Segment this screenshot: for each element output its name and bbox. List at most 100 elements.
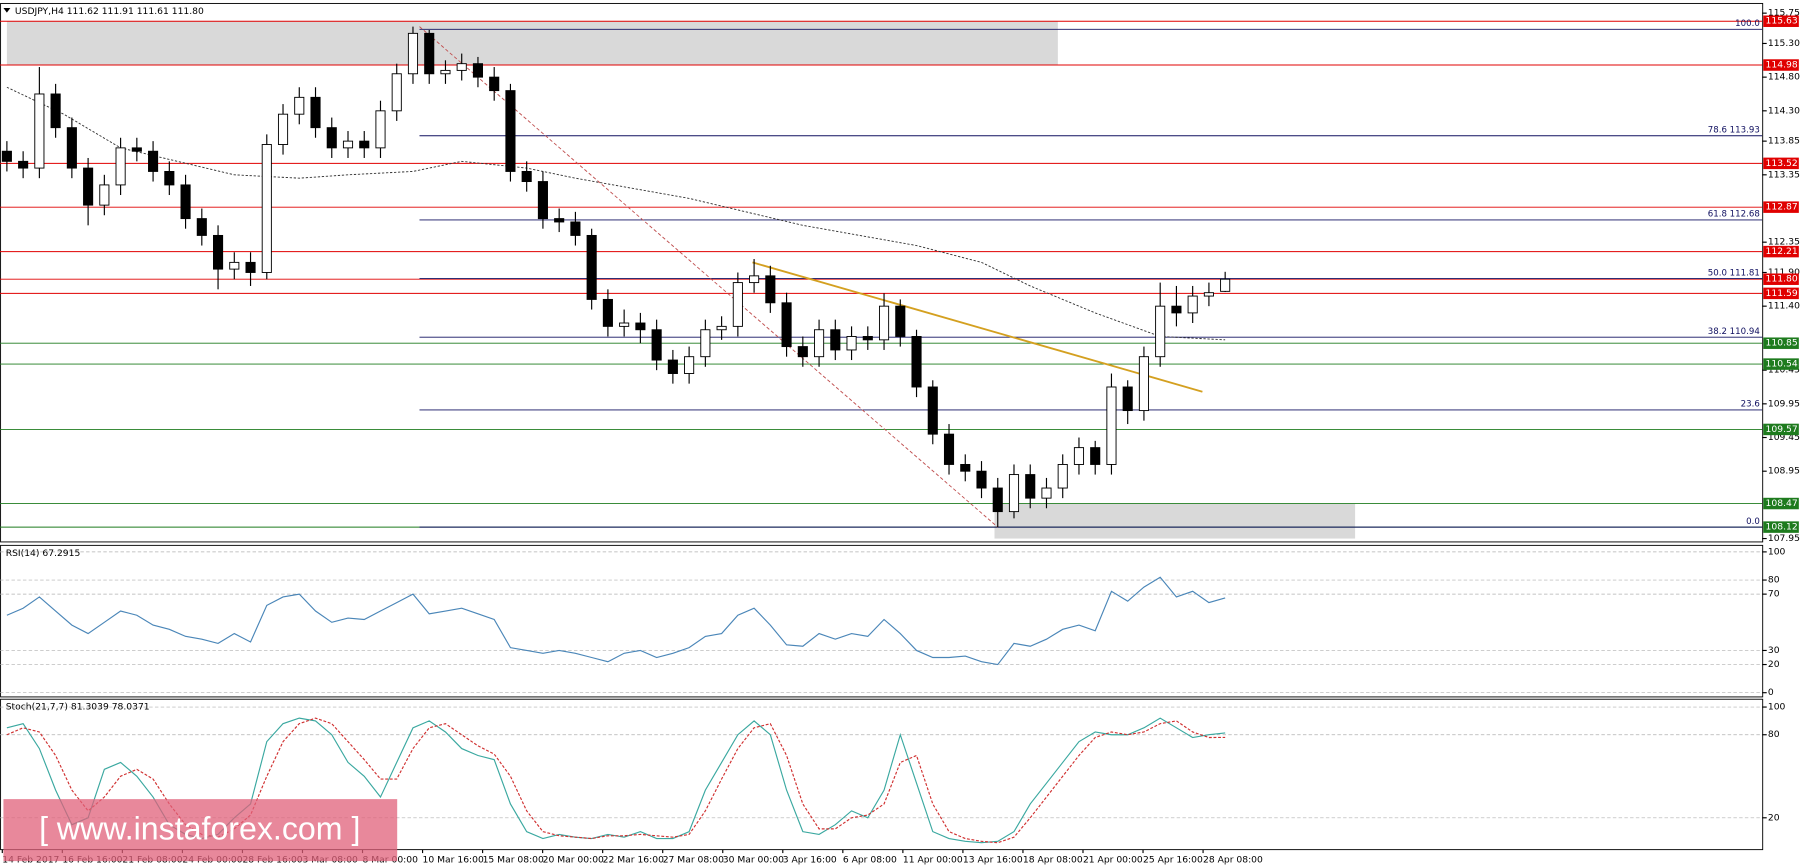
level-box [1763, 423, 1799, 436]
level-label: 111.80 [1766, 274, 1798, 285]
candle-body [407, 32, 419, 75]
candle-body [294, 96, 305, 115]
panel-frame [0, 544, 1764, 698]
fib-label: 100.0 [1735, 19, 1760, 29]
fib-label: 23.6 [1741, 400, 1760, 410]
zone [6, 21, 1058, 66]
candle-body [1, 150, 12, 162]
y-tick-label: 115.75 [1768, 8, 1800, 19]
candle-body [651, 329, 662, 361]
y-tick-label: 109.95 [1768, 398, 1800, 409]
fib-label: 61.8 112.68 [1708, 210, 1760, 220]
fib-label: 0.0 [1746, 517, 1760, 527]
trendline [419, 26, 999, 528]
level-box [1763, 358, 1799, 370]
x-tick-label: 25 Apr 16:00 [1143, 854, 1203, 865]
y-tick-label: 20 [1768, 812, 1780, 823]
candle-body [1106, 386, 1117, 465]
candle-body [781, 302, 792, 348]
level-label: 111.59 [1766, 288, 1798, 299]
y-tick-label: 115.30 [1768, 38, 1800, 49]
candle-body [1155, 305, 1166, 358]
y-tick-label: 30 [1768, 645, 1780, 656]
candle-body [765, 275, 776, 304]
x-tick-label: 11 Apr 00:00 [903, 854, 963, 865]
candle-body [456, 63, 467, 71]
watermark-box [3, 799, 398, 862]
x-tick-label: 22 Mar 16:00 [603, 854, 664, 865]
level-box [1763, 287, 1799, 300]
level-label: 112.87 [1766, 202, 1798, 213]
y-tick-label: 112.35 [1768, 237, 1800, 248]
level-label: 110.54 [1766, 359, 1798, 370]
candle-body [830, 329, 841, 351]
candle-body [99, 184, 110, 206]
candle-body [570, 221, 581, 236]
y-tick-label: 109.45 [1768, 432, 1800, 443]
level-box [1763, 337, 1799, 349]
level-box [1763, 201, 1799, 213]
level-label: 113.52 [1766, 158, 1798, 169]
x-tick-label: 21 Apr 00:00 [1083, 854, 1143, 865]
y-tick-label: 114.80 [1768, 72, 1800, 83]
candle-body [489, 76, 500, 92]
candle-body [1203, 292, 1214, 297]
y-tick-label: 80 [1768, 729, 1780, 740]
candle-body [635, 322, 646, 331]
candle-body [537, 181, 548, 220]
candle-body [1057, 464, 1068, 489]
watermark: [ www.instaforex.com ] [39, 811, 360, 847]
y-tick-label: 113.35 [1768, 169, 1800, 180]
candle-body [846, 336, 857, 351]
candle-body [66, 127, 77, 169]
candle-body [814, 329, 825, 358]
y-tick-label: 113.85 [1768, 136, 1800, 147]
candle-body [1025, 474, 1036, 499]
candle-body [862, 336, 873, 341]
candle-body [1171, 305, 1182, 314]
menu-arrow[interactable] [3, 8, 11, 13]
x-tick-label: 6 Apr 08:00 [843, 854, 897, 865]
zone [994, 503, 1356, 539]
candle-body [619, 322, 630, 327]
candle-body [976, 470, 987, 489]
y-tick-label: 80 [1768, 575, 1780, 586]
x-tick-label: 13 Apr 16:00 [963, 854, 1023, 865]
candle-body [440, 69, 451, 75]
level-label: 114.98 [1766, 60, 1798, 71]
candle-body [895, 305, 906, 337]
panel-frame [0, 698, 1764, 851]
candle-body [326, 127, 337, 149]
candle-body [797, 346, 808, 358]
candle-body [1041, 487, 1052, 499]
candle-body [1090, 447, 1101, 465]
y-tick-label: 108.95 [1768, 466, 1800, 477]
candle-body [684, 356, 695, 374]
candle-body [554, 218, 565, 223]
level-box [1763, 59, 1799, 71]
level-label: 109.57 [1766, 424, 1798, 435]
x-tick-label: 3 Apr 16:00 [783, 854, 837, 865]
candle-body [424, 32, 435, 75]
candle-body [749, 275, 760, 284]
indicator-line [6, 576, 1226, 666]
level-label: 110.85 [1766, 338, 1798, 349]
candle-body [131, 147, 142, 152]
y-tick-label: 100 [1768, 546, 1786, 557]
x-tick-label: 18 Apr 08:00 [1023, 854, 1083, 865]
level-box [1763, 15, 1799, 27]
candle-body [115, 147, 126, 186]
y-tick-label: 110.45 [1768, 365, 1800, 376]
candle-body [716, 325, 727, 331]
y-tick-label: 111.40 [1768, 301, 1800, 312]
x-tick-label: 30 Mar 00:00 [723, 854, 784, 865]
trendline [752, 261, 1203, 393]
candle-body [34, 93, 45, 169]
candle-body [342, 140, 354, 149]
candle-body [164, 170, 175, 186]
panel-title: Stoch(21,7,7) 81.3039 78.0371 [6, 702, 150, 713]
candle-body [261, 144, 272, 273]
candle-body [196, 218, 207, 236]
candle-body [878, 305, 890, 341]
candle-body [83, 167, 94, 206]
